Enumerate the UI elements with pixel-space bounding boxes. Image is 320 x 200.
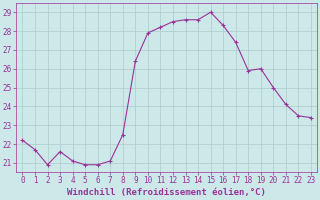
X-axis label: Windchill (Refroidissement éolien,°C): Windchill (Refroidissement éolien,°C) (67, 188, 266, 197)
